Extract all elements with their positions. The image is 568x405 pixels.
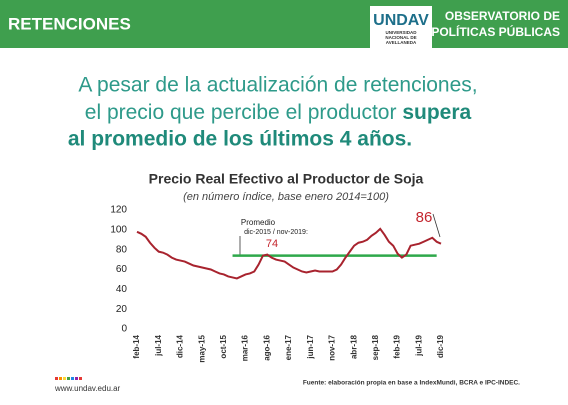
y-tick-label: 80 [116, 244, 128, 255]
footer-source: Fuente: elaboración propia en base a Ind… [303, 380, 520, 387]
x-tick-label: jul-14 [154, 334, 163, 356]
x-tick-label: feb-19 [393, 334, 402, 358]
headline: el precio que percibe el productor super… [85, 101, 472, 124]
y-tick-label: 0 [121, 324, 127, 335]
headline-bold: al promedio de los últimos 4 años. [68, 128, 412, 151]
y-tick-label: 120 [110, 205, 127, 216]
x-tick-label: ene-17 [284, 334, 293, 360]
chart-title: Precio Real Efectivo al Productor de Soj… [149, 171, 424, 187]
observatory: OBSERVATORIO DE [445, 9, 560, 23]
y-tick-label: 40 [116, 284, 128, 295]
x-tick-label: sep-18 [371, 334, 380, 360]
observatory: POLÍTICAS PÚBLICAS [431, 24, 560, 39]
x-tick-label: jul-19 [414, 334, 423, 356]
header-title: RETENCIONES [8, 14, 131, 33]
logo-sub: NACIONAL DE [385, 35, 416, 40]
logo-sub: AVELLANEDA [386, 40, 417, 45]
x-tick-label: jun-17 [306, 334, 315, 359]
x-tick-label: ago-16 [262, 334, 271, 360]
footer-dots [55, 377, 82, 380]
logo: UNDAV [373, 12, 429, 29]
headline-part: el precio que percibe el productor [85, 101, 397, 124]
footer-url: www.undav.edu.ar [54, 384, 121, 393]
x-tick-label: oct-15 [219, 334, 228, 358]
y-tick-label: 100 [110, 224, 127, 235]
x-tick-label: may-15 [197, 334, 206, 362]
x-tick-label: dic-14 [176, 334, 185, 358]
header-bar [0, 0, 568, 48]
x-tick-label: dic-19 [436, 334, 445, 358]
last-value-label: 86 [416, 209, 433, 226]
average-period: dic-2015 / nov-2019: [244, 229, 308, 236]
average-value-label: 74 [266, 238, 278, 250]
logo-box [370, 6, 432, 48]
x-tick-label: abr-18 [349, 334, 358, 359]
headline-bold: supera [402, 101, 471, 124]
y-tick-label: 60 [116, 264, 128, 275]
x-tick-label: feb-14 [132, 334, 141, 358]
data-line [136, 227, 442, 280]
headline: A pesar de la actualización de retencion… [78, 74, 477, 97]
callout-line [432, 213, 441, 238]
y-tick-label: 20 [116, 304, 128, 315]
chart-subtitle: (en número índice, base enero 2014=100) [183, 191, 389, 203]
x-tick-label: nov-17 [328, 334, 337, 360]
logo-sub: UNIVERSIDAD [385, 30, 417, 35]
average-label: Promedio [241, 218, 276, 227]
x-tick-label: mar-16 [241, 334, 250, 361]
